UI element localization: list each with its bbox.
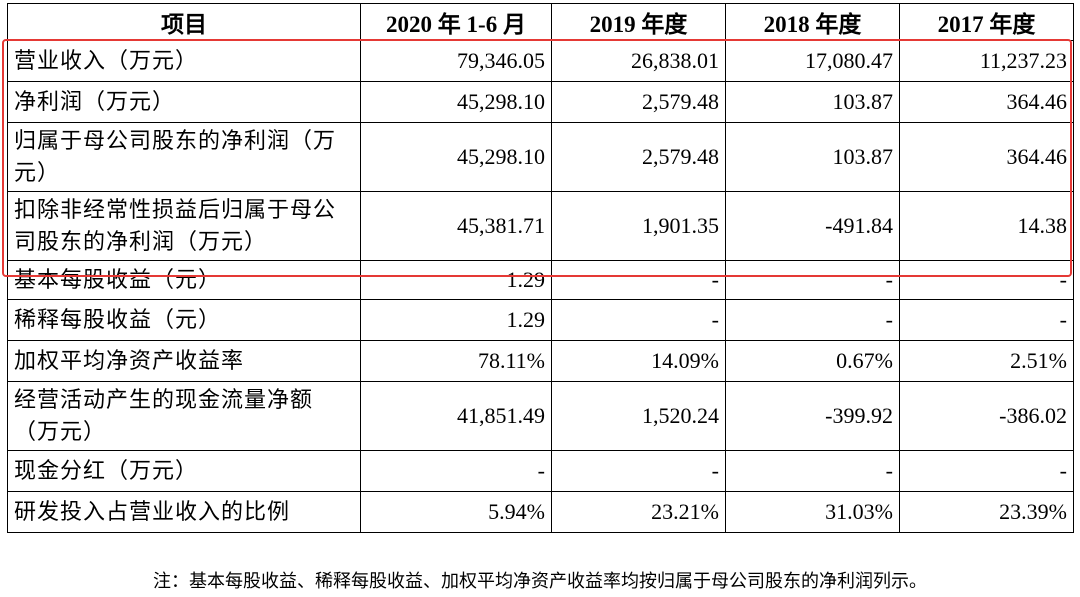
- cell-value: 2,579.48: [551, 81, 726, 123]
- cell-value: 364.46: [899, 81, 1074, 123]
- cell-value: 31.03%: [725, 491, 900, 533]
- cell-value: 1.29: [360, 260, 552, 300]
- row-label: 加权平均净资产收益率: [7, 340, 361, 382]
- cell-value: 26,838.01: [551, 40, 726, 82]
- cell-value: 11,237.23: [899, 40, 1074, 82]
- table-row-cash-dividend: 现金分红（万元） - - - -: [7, 450, 1074, 492]
- table-row-basic-eps: 基本每股收益（元） 1.29 - - -: [7, 260, 1074, 300]
- row-label: 扣除非经常性损益后归属于母公司股东的净利润（万元）: [7, 191, 361, 261]
- cell-value: 1.29: [360, 299, 552, 341]
- cell-value: -: [551, 299, 726, 341]
- header-2017: 2017 年度: [899, 3, 1074, 41]
- table-row-rd-ratio: 研发投入占营业收入的比例 5.94% 23.21% 31.03% 23.39%: [7, 491, 1074, 533]
- footnote: 注：基本每股收益、稀释每股收益、加权平均净资产收益率均按归属于母公司股东的净利润…: [153, 571, 927, 591]
- cell-value: 1,520.24: [551, 381, 726, 451]
- cell-value: 103.87: [725, 81, 900, 123]
- cell-value: 41,851.49: [360, 381, 552, 451]
- cell-value: 14.09%: [551, 340, 726, 382]
- header-2019: 2019 年度: [551, 3, 726, 41]
- cell-value: 14.38: [899, 191, 1074, 261]
- financial-table-container: 项目 2020 年 1-6 月 2019 年度 2018 年度 2017 年度 …: [7, 3, 1074, 533]
- cell-value: -: [899, 260, 1074, 300]
- header-item: 项目: [7, 3, 361, 41]
- cell-value: -: [899, 450, 1074, 492]
- row-label: 归属于母公司股东的净利润（万元）: [7, 122, 361, 192]
- cell-value: -: [360, 450, 552, 492]
- header-2018: 2018 年度: [725, 3, 900, 41]
- cell-value: -386.02: [899, 381, 1074, 451]
- cell-value: 2,579.48: [551, 122, 726, 192]
- cell-value: 23.39%: [899, 491, 1074, 533]
- cell-value: 2.51%: [899, 340, 1074, 382]
- cell-value: -: [725, 450, 900, 492]
- row-label: 稀释每股收益（元）: [7, 299, 361, 341]
- table-row-adjusted-net-profit: 扣除非经常性损益后归属于母公司股东的净利润（万元） 45,381.71 1,90…: [7, 191, 1074, 261]
- cell-value: -491.84: [725, 191, 900, 261]
- cell-value: 5.94%: [360, 491, 552, 533]
- cell-value: 45,298.10: [360, 122, 552, 192]
- row-label: 现金分红（万元）: [7, 450, 361, 492]
- table-row-net-profit-to-parent: 归属于母公司股东的净利润（万元） 45,298.10 2,579.48 103.…: [7, 122, 1074, 192]
- cell-value: -: [725, 260, 900, 300]
- cell-value: 23.21%: [551, 491, 726, 533]
- cell-value: -: [551, 260, 726, 300]
- header-2020-h1: 2020 年 1-6 月: [360, 3, 552, 41]
- cell-value: -: [899, 299, 1074, 341]
- cell-value: -: [551, 450, 726, 492]
- table-row-weighted-roe: 加权平均净资产收益率 78.11% 14.09% 0.67% 2.51%: [7, 340, 1074, 382]
- cell-value: -399.92: [725, 381, 900, 451]
- row-label: 净利润（万元）: [7, 81, 361, 123]
- cell-value: 45,298.10: [360, 81, 552, 123]
- financial-data-table: 项目 2020 年 1-6 月 2019 年度 2018 年度 2017 年度 …: [7, 3, 1074, 533]
- row-label: 经营活动产生的现金流量净额（万元）: [7, 381, 361, 451]
- cell-value: 103.87: [725, 122, 900, 192]
- cell-value: 364.46: [899, 122, 1074, 192]
- row-label: 营业收入（万元）: [7, 40, 361, 82]
- table-row-diluted-eps: 稀释每股收益（元） 1.29 - - -: [7, 299, 1074, 341]
- table-header-row: 项目 2020 年 1-6 月 2019 年度 2018 年度 2017 年度: [7, 3, 1074, 41]
- table-row-operating-revenue: 营业收入（万元） 79,346.05 26,838.01 17,080.47 1…: [7, 40, 1074, 82]
- cell-value: 78.11%: [360, 340, 552, 382]
- row-label: 基本每股收益（元）: [7, 260, 361, 300]
- row-label: 研发投入占营业收入的比例: [7, 491, 361, 533]
- cell-value: -: [725, 299, 900, 341]
- cell-value: 1,901.35: [551, 191, 726, 261]
- cell-value: 79,346.05: [360, 40, 552, 82]
- cell-value: 45,381.71: [360, 191, 552, 261]
- cell-value: 0.67%: [725, 340, 900, 382]
- table-row-operating-cash-flow: 经营活动产生的现金流量净额（万元） 41,851.49 1,520.24 -39…: [7, 381, 1074, 451]
- table-row-net-profit: 净利润（万元） 45,298.10 2,579.48 103.87 364.46: [7, 81, 1074, 123]
- cell-value: 17,080.47: [725, 40, 900, 82]
